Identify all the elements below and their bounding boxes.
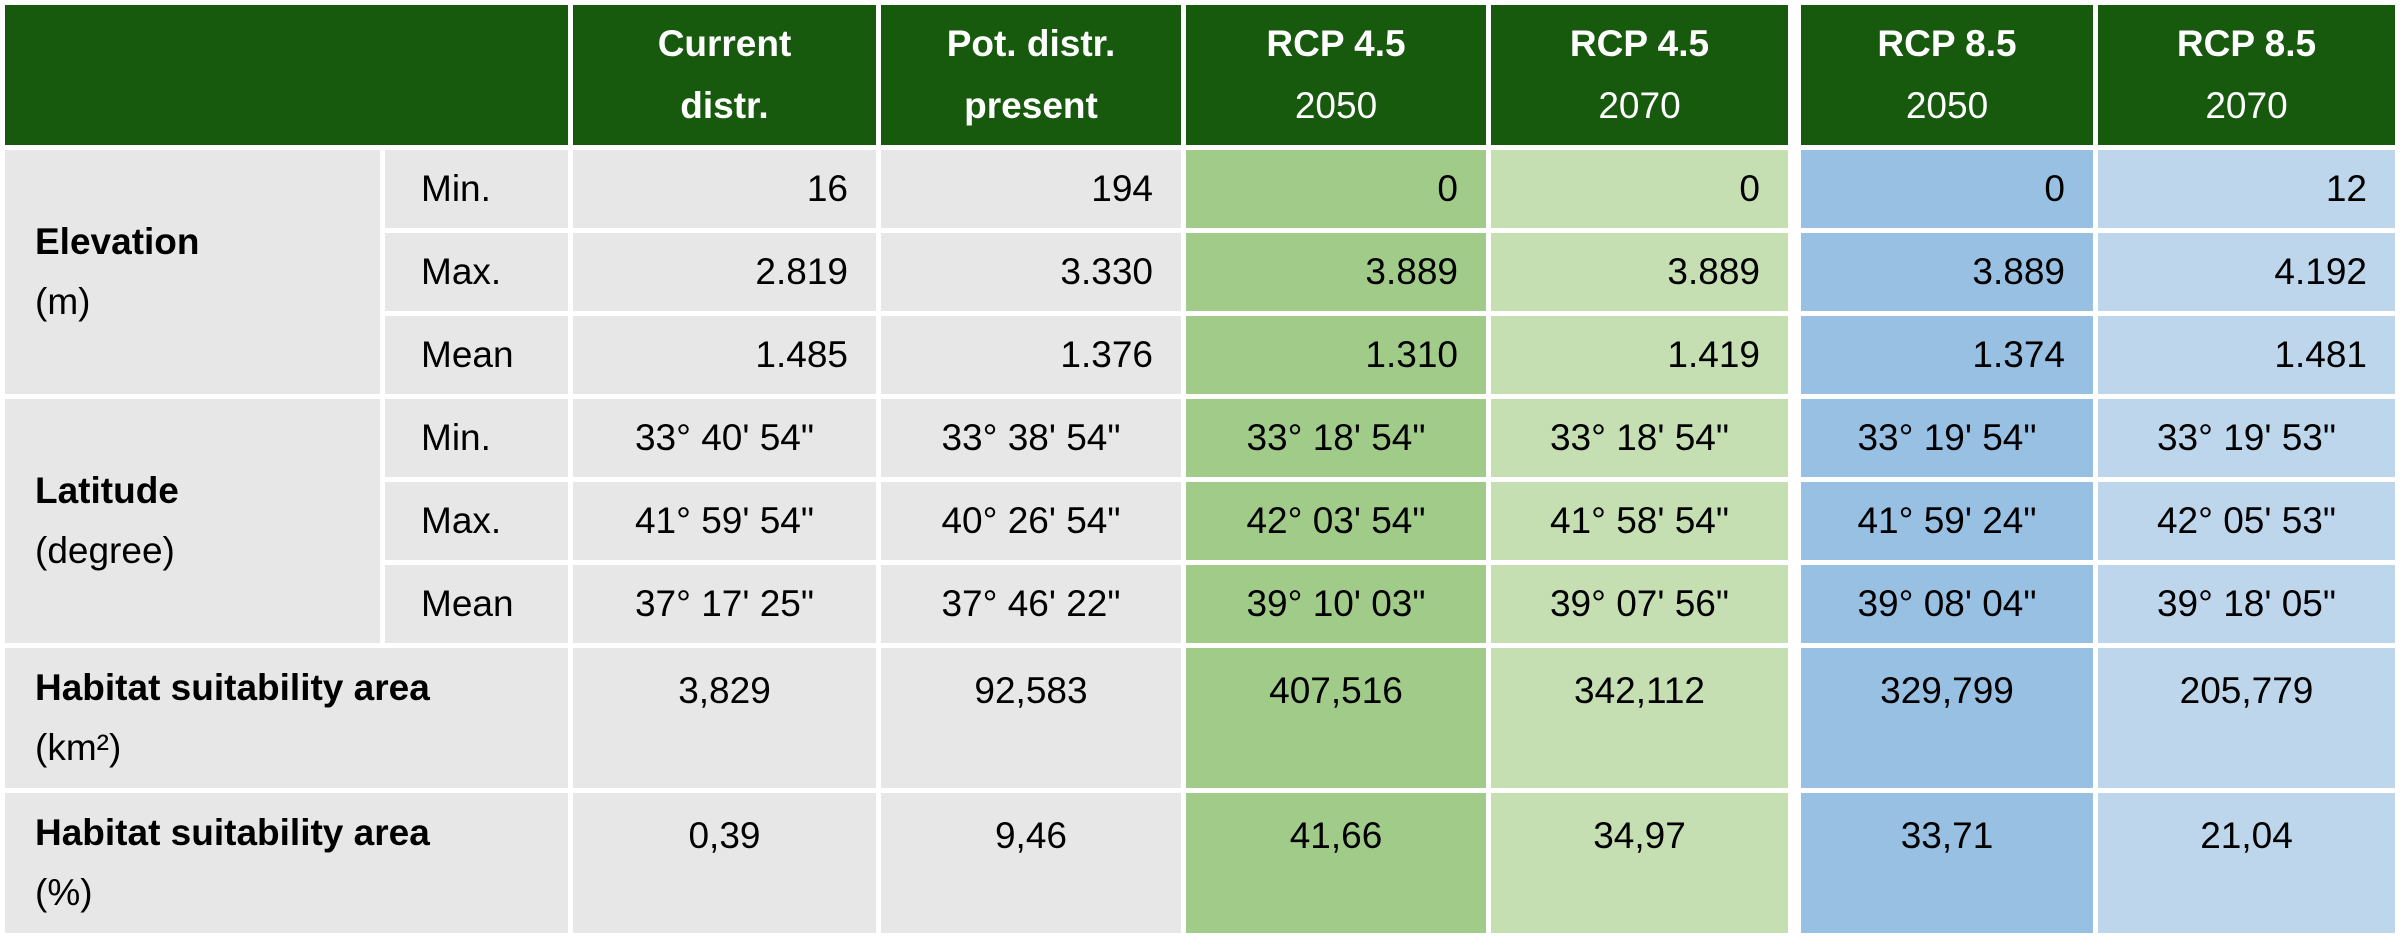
row-label-name: Elevation xyxy=(35,221,200,262)
value-cell: 33° 18' 54" xyxy=(1491,399,1788,477)
value-cell: 4.192 xyxy=(2098,233,2395,311)
col-header-line1: Current xyxy=(657,23,792,64)
col-header-rcp85-2070: RCP 8.5 2070 xyxy=(2098,5,2395,145)
row-label-habitat-km2: Habitat suitability area (km²) xyxy=(5,648,568,788)
value-cell: 37° 46' 22" xyxy=(881,565,1181,643)
col-header-rcp45-2070: RCP 4.5 2070 xyxy=(1491,5,1788,145)
value-cell: 34,97 xyxy=(1491,793,1788,933)
value-cell: 41° 58' 54" xyxy=(1491,482,1788,560)
col-header-line1: RCP 4.5 xyxy=(1266,23,1406,64)
col-header-line1: RCP 4.5 xyxy=(1569,23,1710,64)
value-cell: 40° 26' 54" xyxy=(881,482,1181,560)
table-row: Habitat suitability area (%) 0,39 9,46 4… xyxy=(5,793,2395,933)
value-cell: 33° 38' 54" xyxy=(881,399,1181,477)
value-cell: 3.330 xyxy=(881,233,1181,311)
value-cell: 329,799 xyxy=(1793,648,2093,788)
row-label-name: Habitat suitability area xyxy=(35,812,430,853)
value-cell: 92,583 xyxy=(881,648,1181,788)
table-row: Habitat suitability area (km²) 3,829 92,… xyxy=(5,648,2395,788)
value-cell: 42° 05' 53" xyxy=(2098,482,2395,560)
value-cell: 1.485 xyxy=(573,316,876,394)
value-cell: 39° 08' 04" xyxy=(1793,565,2093,643)
value-cell: 41° 59' 24" xyxy=(1793,482,2093,560)
stat-label: Mean xyxy=(385,565,568,643)
value-cell: 3.889 xyxy=(1491,233,1788,311)
value-cell: 33° 19' 53" xyxy=(2098,399,2395,477)
value-cell: 12 xyxy=(2098,150,2395,228)
col-header-line2: 2070 xyxy=(1598,85,1681,126)
stat-label: Max. xyxy=(385,233,568,311)
table-row: Latitude (degree) Min. 33° 40' 54" 33° 3… xyxy=(5,399,2395,643)
row-label-habitat-percent: Habitat suitability area (%) xyxy=(5,793,568,933)
col-header-rcp45-2050: RCP 4.5 2050 xyxy=(1186,5,1486,145)
value-cell: 205,779 xyxy=(2098,648,2395,788)
row-label-latitude: Latitude (degree) xyxy=(5,399,380,643)
value-cell: 39° 10' 03" xyxy=(1186,565,1486,643)
value-cell: 1.481 xyxy=(2098,316,2395,394)
value-cell: 16 xyxy=(573,150,876,228)
value-cell: 0 xyxy=(1793,150,2093,228)
table-row: Mean 37° 17' 25" 37° 46' 22" 39° 10' 03"… xyxy=(5,565,2395,643)
value-cell: 37° 17' 25" xyxy=(573,565,876,643)
row-label-unit: (km²) xyxy=(35,727,122,768)
value-cell: 9,46 xyxy=(881,793,1181,933)
value-cell: 1.376 xyxy=(881,316,1181,394)
value-cell: 39° 07' 56" xyxy=(1491,565,1788,643)
col-header-line2: present xyxy=(964,85,1098,126)
table-row: Elevation (m) Min. 16 194 0 0 0 12 xyxy=(5,150,2395,394)
value-cell: 42° 03' 54" xyxy=(1186,482,1486,560)
value-cell: 33° 18' 54" xyxy=(1186,399,1486,477)
value-cell: 39° 18' 05" xyxy=(2098,565,2395,643)
table-row: Mean 1.485 1.376 1.310 1.419 1.374 1.481 xyxy=(5,316,2395,394)
stat-label: Mean xyxy=(385,316,568,394)
col-header-line2: 2050 xyxy=(1294,85,1378,126)
value-cell: 21,04 xyxy=(2098,793,2395,933)
value-cell: 2.819 xyxy=(573,233,876,311)
value-cell: 1.374 xyxy=(1793,316,2093,394)
col-header-rcp85-2050: RCP 8.5 2050 xyxy=(1793,5,2093,145)
table-row: Max. 2.819 3.330 3.889 3.889 3.889 4.192 xyxy=(5,233,2395,311)
value-cell: 3.889 xyxy=(1793,233,2093,311)
value-cell: 342,112 xyxy=(1491,648,1788,788)
value-cell: 33° 40' 54" xyxy=(573,399,876,477)
value-cell: 41° 59' 54" xyxy=(573,482,876,560)
value-cell: 0,39 xyxy=(573,793,876,933)
value-cell: 3.889 xyxy=(1186,233,1486,311)
col-header-line1: Pot. distr. xyxy=(946,23,1116,64)
col-header-line1: RCP 8.5 xyxy=(2176,23,2317,64)
stat-label: Max. xyxy=(385,482,568,560)
col-header-line2: distr. xyxy=(680,85,769,126)
value-cell: 407,516 xyxy=(1186,648,1486,788)
table-row: Max. 41° 59' 54" 40° 26' 54" 42° 03' 54"… xyxy=(5,482,2395,560)
header-empty-cell xyxy=(5,5,568,145)
value-cell: 0 xyxy=(1491,150,1788,228)
stat-label: Min. xyxy=(385,399,568,477)
value-cell: 194 xyxy=(881,150,1181,228)
stat-label: Min. xyxy=(385,150,568,228)
value-cell: 1.419 xyxy=(1491,316,1788,394)
col-header-line1: RCP 8.5 xyxy=(1877,23,2017,64)
row-label-name: Habitat suitability area xyxy=(35,667,430,708)
row-label-name: Latitude xyxy=(35,470,179,511)
value-cell: 0 xyxy=(1186,150,1486,228)
col-header-line2: 2050 xyxy=(1905,85,1989,126)
col-header-pot-distr-present: Pot. distr. present xyxy=(881,5,1181,145)
value-cell: 33,71 xyxy=(1793,793,2093,933)
row-label-elevation: Elevation (m) xyxy=(5,150,380,394)
value-cell: 3,829 xyxy=(573,648,876,788)
col-header-current-distr: Current distr. xyxy=(573,5,876,145)
col-header-line2: 2070 xyxy=(2205,85,2288,126)
value-cell: 41,66 xyxy=(1186,793,1486,933)
value-cell: 33° 19' 54" xyxy=(1793,399,2093,477)
row-label-unit: (%) xyxy=(35,872,93,913)
row-label-unit: (degree) xyxy=(35,530,175,571)
row-label-unit: (m) xyxy=(35,281,91,322)
value-cell: 1.310 xyxy=(1186,316,1486,394)
header-row: Current distr. Pot. distr. present RCP 4… xyxy=(5,5,2395,145)
